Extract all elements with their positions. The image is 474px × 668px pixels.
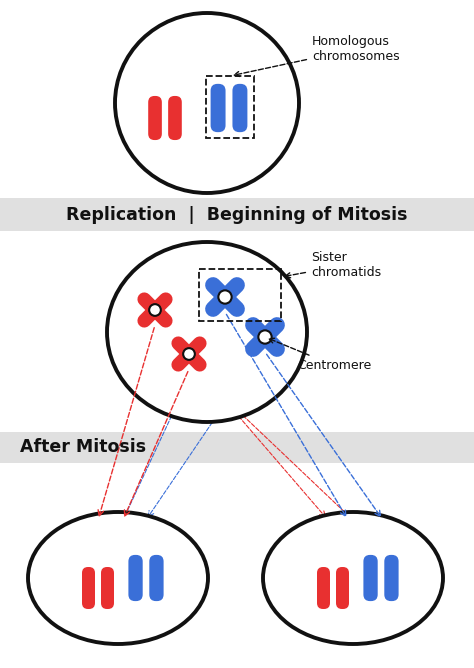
FancyBboxPatch shape [384,555,399,601]
Circle shape [183,348,195,360]
FancyBboxPatch shape [82,567,95,609]
FancyBboxPatch shape [168,96,182,140]
FancyBboxPatch shape [317,567,330,609]
Circle shape [149,304,161,316]
Circle shape [219,291,232,304]
FancyBboxPatch shape [149,555,164,601]
Text: After Mitosis: After Mitosis [20,438,146,456]
Ellipse shape [107,242,307,422]
FancyBboxPatch shape [232,84,247,132]
FancyBboxPatch shape [210,84,226,132]
Bar [0,198,474,231]
Ellipse shape [28,512,208,644]
FancyBboxPatch shape [148,96,162,140]
Ellipse shape [263,512,443,644]
Text: Replication  |  Beginning of Mitosis: Replication | Beginning of Mitosis [66,206,408,224]
Circle shape [258,331,272,343]
Ellipse shape [115,13,299,193]
Bar [0,432,474,463]
FancyBboxPatch shape [128,555,143,601]
Text: Homologous
chromosomes: Homologous chromosomes [234,35,400,77]
FancyBboxPatch shape [364,555,378,601]
FancyBboxPatch shape [101,567,114,609]
Text: Centromere: Centromere [269,338,371,372]
FancyBboxPatch shape [336,567,349,609]
Text: Sister
chromatids: Sister chromatids [285,251,381,279]
